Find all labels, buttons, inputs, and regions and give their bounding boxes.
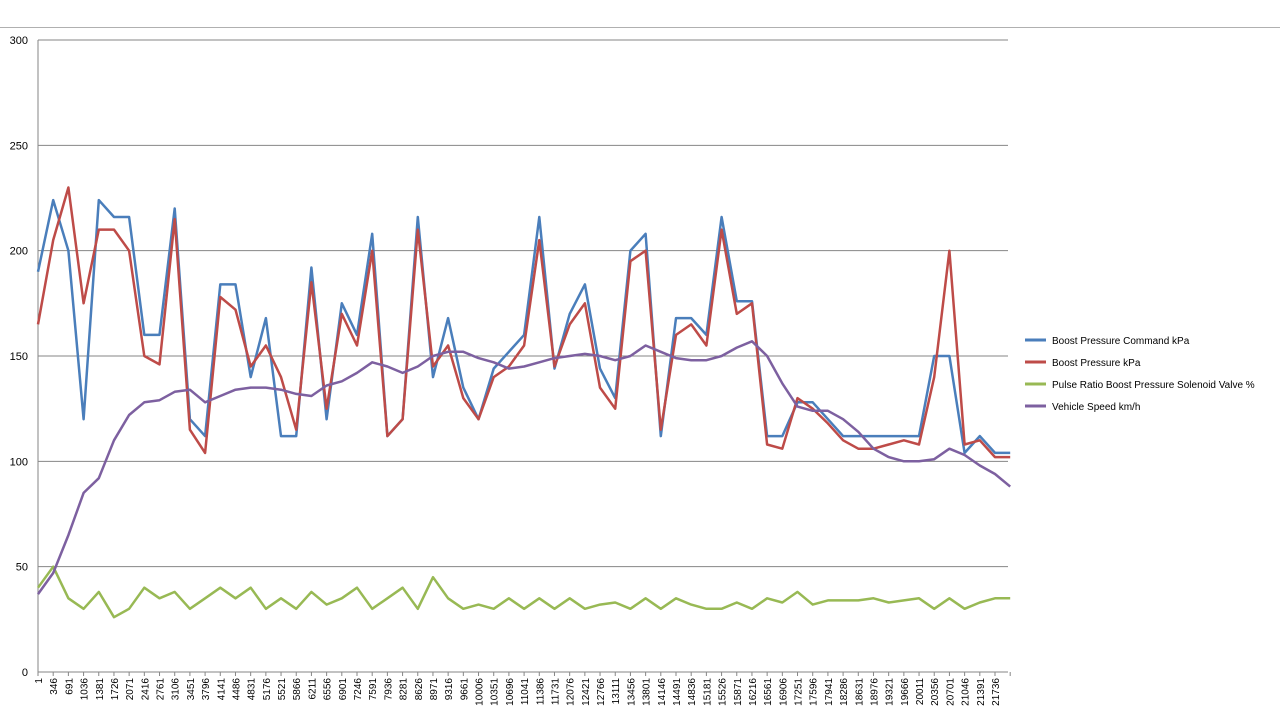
x-tick-label: 5866 xyxy=(292,678,303,701)
x-tick-label: 10351 xyxy=(490,678,501,706)
x-tick-label: 9661 xyxy=(459,678,470,701)
x-tick-label: 7936 xyxy=(383,678,394,701)
x-tick-label: 18976 xyxy=(869,678,880,706)
x-tick-label: 1381 xyxy=(95,678,106,701)
x-tick-label: 10696 xyxy=(505,678,516,706)
y-tick-label: 150 xyxy=(10,351,28,363)
x-tick-label: 4141 xyxy=(216,678,227,701)
y-tick-label: 250 xyxy=(10,140,28,152)
x-tick-label: 21736 xyxy=(991,678,1002,706)
x-tick-label: 16906 xyxy=(778,678,789,706)
x-tick-label: 11386 xyxy=(535,678,546,706)
x-tick-label: 21046 xyxy=(961,678,972,706)
x-tick-label: 10006 xyxy=(475,678,486,706)
x-tick-label: 18286 xyxy=(839,678,850,706)
x-tick-label: 20356 xyxy=(930,678,941,706)
y-tick-label: 100 xyxy=(10,456,28,468)
x-tick-label: 14836 xyxy=(687,678,698,706)
legend-label: Boost Pressure Command kPa xyxy=(1052,336,1190,347)
x-tick-label: 3451 xyxy=(186,678,197,701)
x-tick-label: 17941 xyxy=(824,678,835,706)
x-tick-label: 6901 xyxy=(338,678,349,701)
x-tick-label: 13111 xyxy=(611,678,622,705)
legend-label: Pulse Ratio Boost Pressure Solenoid Valv… xyxy=(1052,380,1255,391)
x-tick-label: 2071 xyxy=(125,678,136,701)
x-tick-label: 14146 xyxy=(657,678,668,706)
x-tick-label: 15526 xyxy=(718,678,729,706)
x-tick-label: 1 xyxy=(34,678,45,684)
x-tick-label: 7246 xyxy=(353,678,364,701)
x-tick-label: 17251 xyxy=(794,678,805,706)
x-tick-label: 5521 xyxy=(277,678,288,701)
x-tick-label: 346 xyxy=(49,678,60,695)
series-line xyxy=(36,340,1011,595)
x-tick-label: 16216 xyxy=(748,678,759,706)
y-tick-label: 200 xyxy=(10,246,28,258)
x-tick-label: 19666 xyxy=(900,678,911,706)
x-tick-label: 4486 xyxy=(231,678,242,701)
x-tick-label: 15871 xyxy=(733,678,744,706)
x-tick-label: 12421 xyxy=(581,678,592,706)
x-tick-label: 20701 xyxy=(945,678,956,706)
x-tick-label: 2416 xyxy=(140,678,151,701)
x-tick-label: 7591 xyxy=(368,678,379,701)
x-tick-label: 15181 xyxy=(702,678,713,706)
y-tick-label: 0 xyxy=(22,667,28,679)
x-tick-label: 11731 xyxy=(550,678,561,706)
legend-label: Boost Pressure kPa xyxy=(1052,358,1141,369)
x-tick-label: 1036 xyxy=(80,678,91,701)
x-tick-label: 19321 xyxy=(885,678,896,706)
x-tick-label: 12076 xyxy=(566,678,577,706)
x-tick-label: 6211 xyxy=(307,678,318,700)
x-tick-label: 8971 xyxy=(429,678,440,701)
x-tick-label: 691 xyxy=(64,678,75,695)
x-tick-label: 8626 xyxy=(414,678,425,701)
x-tick-label: 8281 xyxy=(399,678,410,701)
x-tick-label: 21391 xyxy=(976,678,987,706)
x-tick-label: 3106 xyxy=(171,678,182,701)
x-tick-label: 5176 xyxy=(262,678,273,701)
x-tick-label: 2761 xyxy=(156,678,167,701)
legend-label: Vehicle Speed km/h xyxy=(1052,402,1140,413)
series-line xyxy=(36,186,1011,459)
x-tick-label: 3796 xyxy=(201,678,212,701)
y-tick-label: 300 xyxy=(10,35,28,47)
x-tick-label: 17596 xyxy=(809,678,820,706)
x-tick-label: 9316 xyxy=(444,678,455,701)
x-tick-label: 11041 xyxy=(520,678,531,706)
x-tick-label: 20011 xyxy=(915,678,926,706)
series-line xyxy=(36,198,1011,455)
x-tick-label: 13456 xyxy=(626,678,637,706)
x-tick-label: 18631 xyxy=(854,678,865,706)
x-tick-label: 14491 xyxy=(672,678,683,706)
series-line xyxy=(36,565,1011,619)
x-tick-label: 12766 xyxy=(596,678,607,706)
y-tick-label: 50 xyxy=(16,562,28,574)
x-tick-label: 16561 xyxy=(763,678,774,706)
x-tick-label: 6556 xyxy=(323,678,334,701)
x-tick-label: 1726 xyxy=(110,678,121,701)
x-tick-label: 13801 xyxy=(642,678,653,706)
x-tick-label: 4831 xyxy=(247,678,258,701)
